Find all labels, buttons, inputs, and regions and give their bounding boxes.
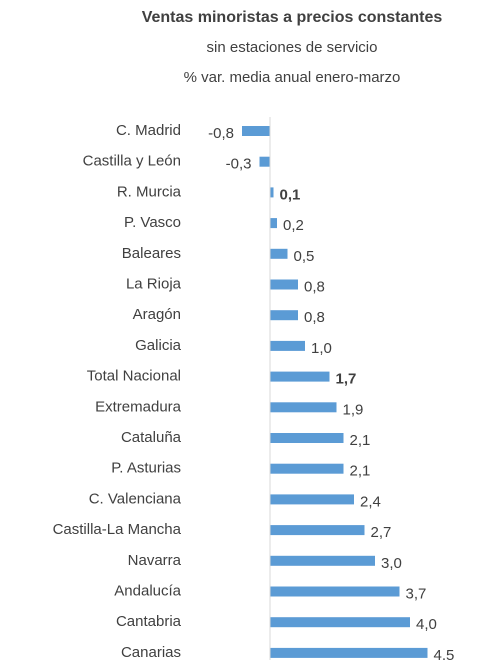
- value-label: 2,1: [350, 463, 371, 480]
- y-tick-label: La Rioja: [126, 275, 182, 292]
- value-label: 4,0: [416, 616, 437, 633]
- value-label: 0,8: [304, 278, 325, 295]
- y-tick-label: Baleares: [122, 245, 181, 262]
- y-tick-label: P. Asturias: [111, 460, 181, 477]
- y-tick-label: Galicia: [135, 337, 182, 354]
- value-label: 1,9: [343, 401, 364, 418]
- value-label: 0,2: [283, 217, 304, 234]
- bar: [270, 494, 354, 505]
- value-label: -0,8: [208, 125, 234, 142]
- value-label: 2,7: [371, 524, 392, 541]
- y-tick-label: Cantabria: [116, 613, 182, 630]
- y-tick-label: Aragón: [133, 306, 181, 323]
- value-label: 3,0: [381, 555, 402, 572]
- chart-subtitle: sin estaciones de servicio: [207, 39, 378, 56]
- bar: [270, 617, 410, 628]
- value-label: 2,4: [360, 493, 381, 510]
- value-label: 0,5: [294, 248, 315, 265]
- y-tick-label: Castilla y León: [83, 153, 181, 170]
- y-tick-label: P. Vasco: [124, 214, 181, 231]
- chart-subtitle: % var. media anual enero-marzo: [184, 69, 401, 86]
- y-tick-label: Navarra: [128, 552, 182, 569]
- y-tick-label: Canarias: [121, 644, 181, 660]
- bar: [259, 156, 270, 167]
- bar: [270, 187, 274, 198]
- bar: [270, 340, 305, 351]
- bar: [270, 647, 428, 658]
- value-label: 0,1: [280, 186, 301, 203]
- value-label: 4,5: [434, 647, 455, 660]
- bar: [270, 555, 375, 566]
- y-tick-label: Extremadura: [95, 398, 182, 415]
- bar: [270, 402, 337, 413]
- value-label: -0,3: [226, 156, 252, 173]
- y-tick-label: Andalucía: [114, 582, 181, 599]
- y-tick-label: R. Murcia: [117, 183, 182, 200]
- chart-title: Ventas minoristas a precios constantes: [142, 9, 443, 26]
- bar: [242, 126, 270, 136]
- bar: [270, 248, 288, 259]
- bar: [270, 463, 344, 474]
- y-tick-label: Cataluña: [121, 429, 182, 446]
- value-label: 3,7: [406, 585, 427, 602]
- value-label: 2,1: [350, 432, 371, 449]
- y-tick-label: C. Madrid: [116, 122, 181, 139]
- bar: [270, 371, 330, 382]
- y-tick-label: Total Nacional: [87, 368, 181, 385]
- y-tick-label: C. Valenciana: [89, 490, 182, 507]
- y-tick-label: Castilla-La Mancha: [53, 521, 182, 538]
- bar: [270, 310, 298, 321]
- bar: [270, 525, 365, 536]
- bar: [270, 218, 277, 229]
- bar: [270, 586, 400, 597]
- value-label: 0,8: [304, 309, 325, 326]
- value-label: 1,7: [336, 371, 357, 388]
- bar: [270, 433, 344, 443]
- value-label: 1,0: [311, 340, 332, 357]
- bar: [270, 279, 298, 290]
